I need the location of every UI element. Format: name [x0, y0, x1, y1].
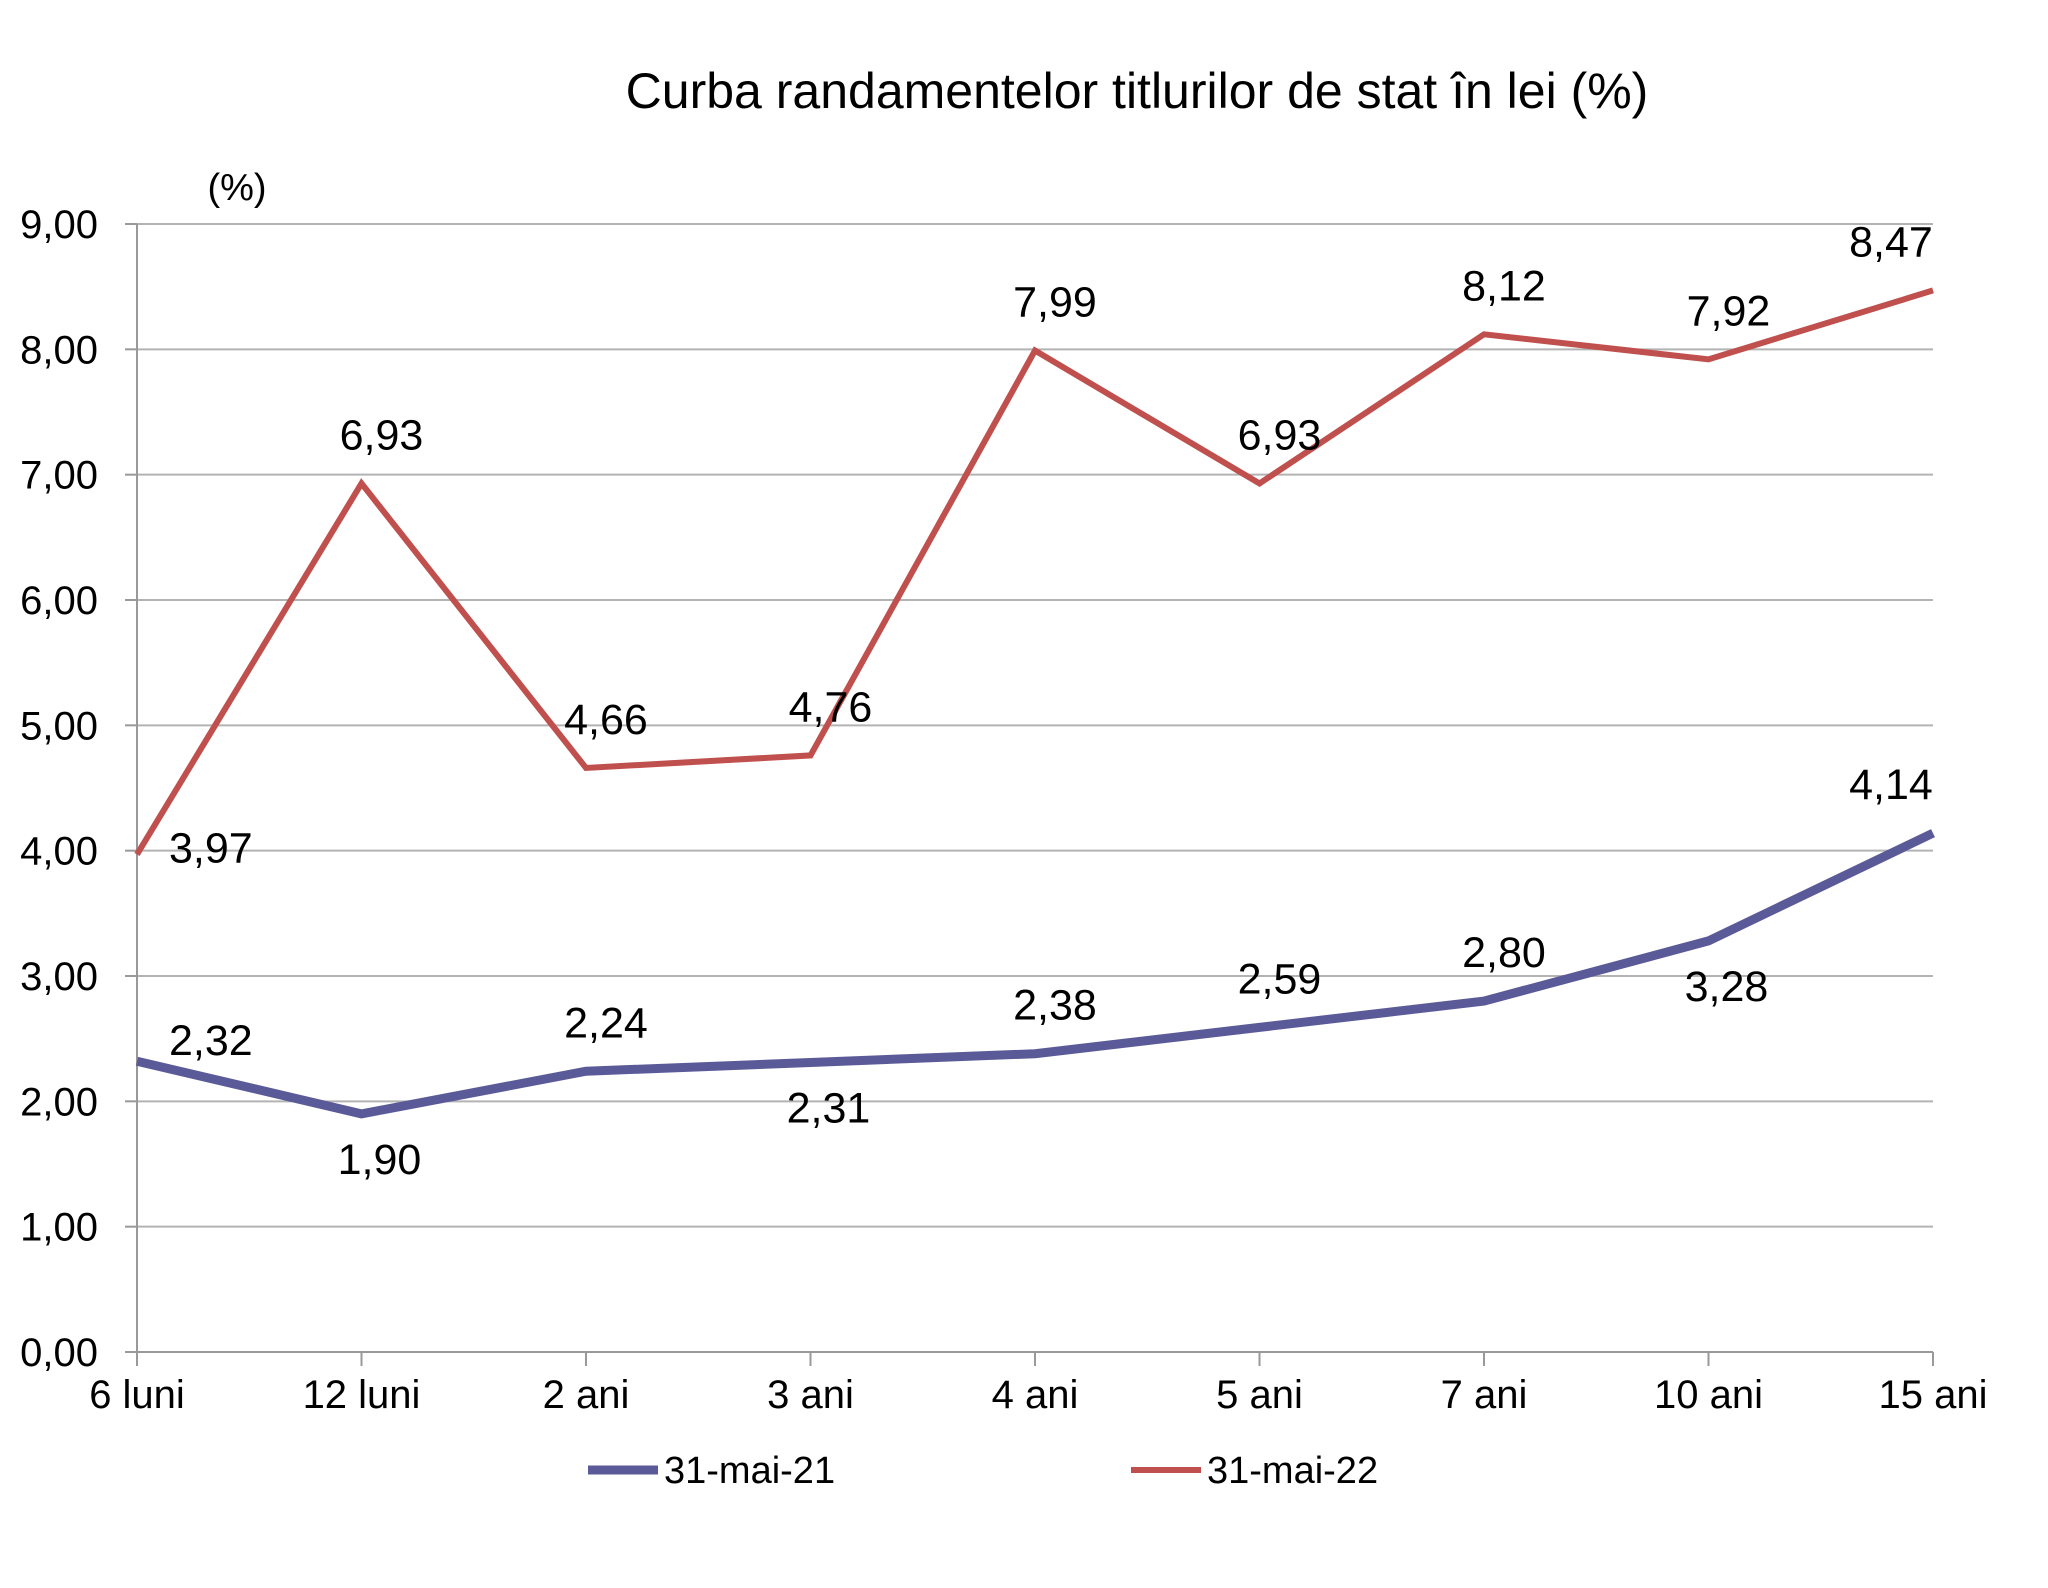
series-line-31-mai-22: [134, 287, 1934, 856]
data-label: 4,14: [1849, 761, 1933, 809]
y-tick-label: 1,00: [20, 1206, 98, 1250]
data-label: 2,80: [1462, 929, 1546, 977]
data-label: 2,24: [564, 999, 648, 1047]
data-label: 2,38: [1013, 982, 1097, 1030]
x-tick-label: 12 luni: [303, 1373, 421, 1417]
x-axis-ticks: 6 luni 12 luni 2 ani 3 ani 4 ani 5 ani 7 ani 10…: [89, 1373, 1987, 1417]
data-label: 4,76: [789, 683, 873, 731]
x-tick-label: 10 ani: [1654, 1373, 1763, 1417]
data-label: 3,28: [1685, 963, 1769, 1011]
data-label: 3,97: [169, 824, 253, 872]
y-tick-label: 7,00: [20, 454, 98, 498]
data-label: 2,32: [169, 1017, 253, 1065]
axes: [125, 223, 1934, 1366]
y-tick-label: 2,00: [20, 1080, 98, 1124]
data-label: 6,93: [340, 411, 424, 459]
data-label: 6,93: [1238, 411, 1322, 459]
chart-title: Curba randamentelor titlurilor de stat î…: [626, 63, 1649, 119]
x-tick-label: 2 ani: [543, 1373, 630, 1417]
data-label: 4,66: [564, 696, 648, 744]
y-axis-unit-label: (%): [207, 167, 266, 209]
y-axis-ticks: 0,00 1,00 2,00 3,00 4,00 5,00 6,00 7,00 8,00 9,00: [20, 203, 98, 1375]
data-label: 2,31: [787, 1084, 871, 1132]
y-tick-label: 9,00: [20, 203, 98, 247]
y-tick-label: 0,00: [20, 1331, 98, 1375]
y-tick-label: 3,00: [20, 955, 98, 999]
x-tick-label: 3 ani: [767, 1373, 854, 1417]
legend-label: 31-mai-22: [1207, 1450, 1378, 1492]
x-tick-label: 4 ani: [992, 1373, 1079, 1417]
data-label: 7,99: [1013, 279, 1097, 327]
data-labels: 2,32 1,90 2,24 2,31 2,38 2,59 2,80 3,28 4,14 3,97…: [169, 218, 1933, 1183]
x-tick-label: 5 ani: [1216, 1373, 1303, 1417]
x-tick-label: 7 ani: [1441, 1373, 1528, 1417]
y-tick-label: 5,00: [20, 704, 98, 748]
legend: 31-mai-21 31-mai-22: [588, 1450, 1378, 1492]
data-label: 8,12: [1462, 262, 1546, 310]
gridlines: [137, 223, 1933, 1228]
y-tick-label: 6,00: [20, 579, 98, 623]
data-label: 2,59: [1238, 955, 1322, 1003]
y-tick-label: 4,00: [20, 830, 98, 874]
series-line-31-mai-21: [135, 829, 1935, 1119]
series-lines: [134, 287, 1935, 1119]
data-label: 1,90: [338, 1136, 422, 1184]
data-label: 8,47: [1849, 218, 1933, 266]
data-label: 7,92: [1687, 287, 1771, 335]
x-tick-label: 15 ani: [1879, 1373, 1988, 1417]
y-tick-label: 8,00: [20, 328, 98, 372]
x-tick-label: 6 luni: [89, 1373, 185, 1417]
legend-label: 31-mai-21: [664, 1450, 835, 1492]
